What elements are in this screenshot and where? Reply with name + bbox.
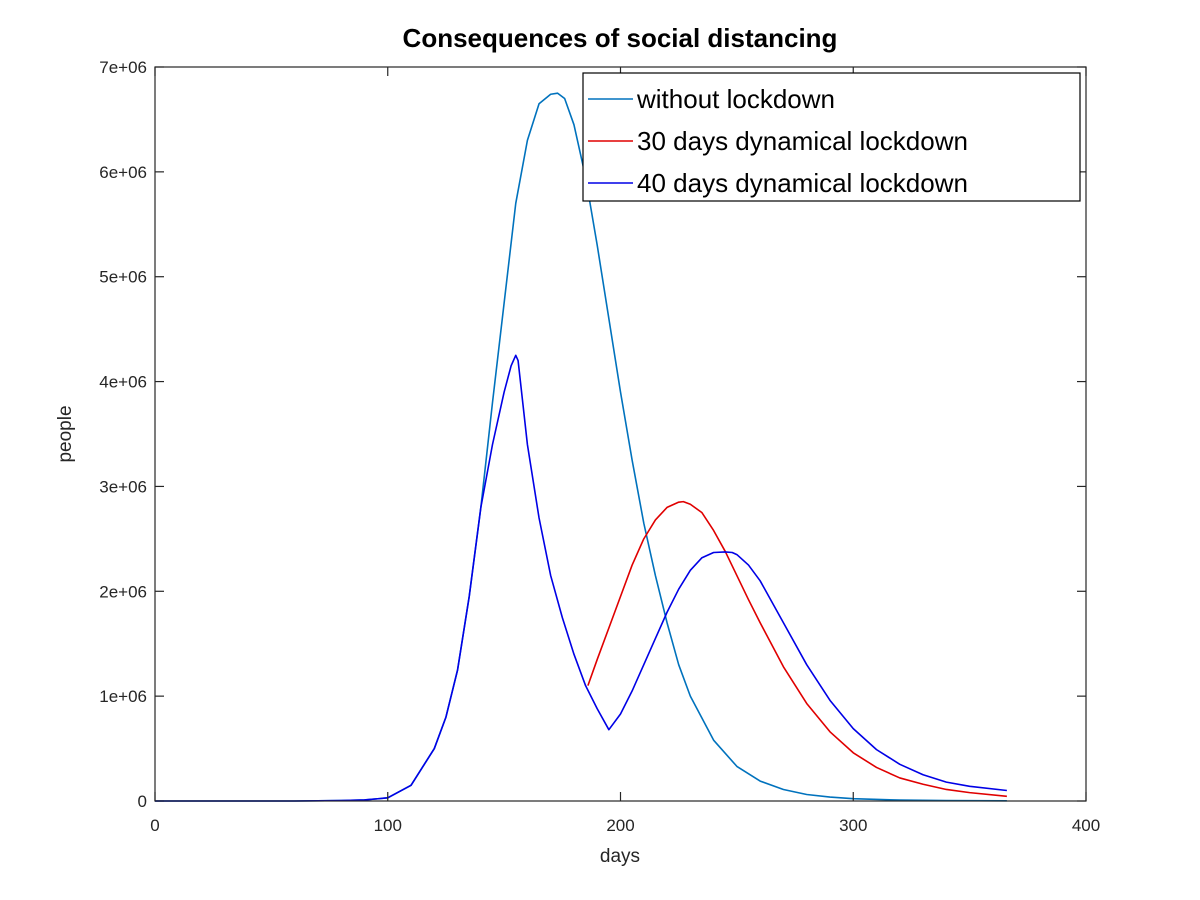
x-tick-label: 300 — [839, 816, 867, 835]
x-axis-label: days — [600, 846, 640, 867]
x-tick-label: 0 — [150, 816, 159, 835]
x-tick-label: 200 — [606, 816, 634, 835]
legend-label-2: 30 days dynamical lockdown — [637, 126, 968, 156]
legend-label-1: without lockdown — [636, 84, 835, 114]
y-tick-label: 5e+06 — [99, 268, 147, 287]
y-tick-label: 3e+06 — [99, 477, 147, 496]
legend-entries: without lockdown 30 days dynamical lockdo… — [588, 84, 968, 198]
y-tick-label: 4e+06 — [99, 373, 147, 392]
y-tick-label: 2e+06 — [99, 582, 147, 601]
series-line-3 — [155, 354, 1007, 802]
y-tick-label: 1e+06 — [99, 687, 147, 706]
x-tick-labels: 0 100 200 300 400 — [150, 816, 1100, 835]
y-tick-label: 6e+06 — [99, 163, 147, 182]
legend-box — [582, 72, 1081, 202]
y-tick-label: 7e+06 — [99, 58, 147, 77]
chart-title: Consequences of social distancing — [403, 23, 838, 53]
x-tick-label: 100 — [374, 816, 402, 835]
y-tick-labels: 0 1e+06 2e+06 3e+06 4e+06 5e+06 6e+06 7e+06 — [99, 58, 147, 811]
x-tick-label: 400 — [1072, 816, 1100, 835]
legend-label-3: 40 days dynamical lockdown — [637, 168, 968, 198]
y-tick-label: 0 — [138, 792, 147, 811]
series-lines — [155, 92, 1007, 802]
y-axis-label: people — [55, 405, 76, 462]
legend: without lockdown 30 days dynamical lockdo… — [582, 72, 1081, 202]
axis-ticks — [154, 66, 1087, 802]
